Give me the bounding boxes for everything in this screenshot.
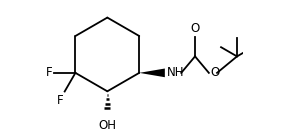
Polygon shape	[139, 69, 165, 77]
Text: OH: OH	[98, 119, 116, 132]
Text: F: F	[56, 94, 63, 107]
Text: O: O	[211, 66, 220, 79]
Text: F: F	[46, 66, 52, 79]
Text: O: O	[191, 22, 200, 35]
Text: NH: NH	[167, 66, 184, 79]
